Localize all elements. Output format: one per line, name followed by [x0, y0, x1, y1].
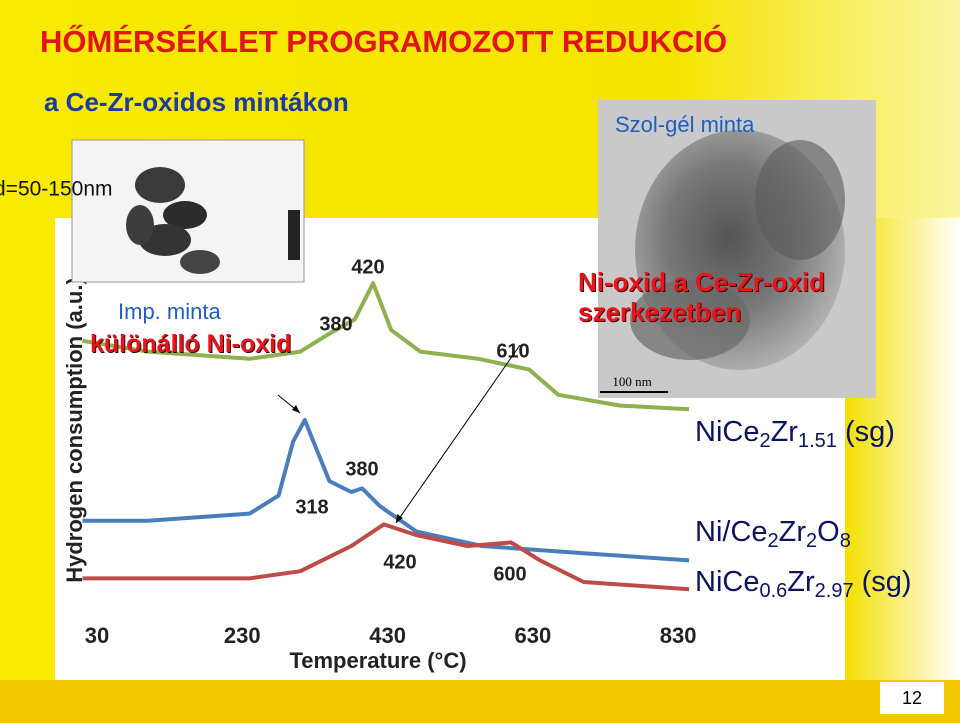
imp-note-box: különálló Ni-oxid: [90, 330, 292, 358]
x-tick-label: 30: [85, 623, 109, 648]
peak-label: 380: [345, 458, 378, 480]
slide-subtitle: a Ce-Zr-oxidos mintákon: [44, 87, 349, 117]
x-tick-label: 630: [515, 623, 552, 648]
peak-label: 380: [319, 313, 352, 335]
page-number-box: [880, 682, 944, 714]
x-tick-label: 230: [224, 623, 261, 648]
arrowhead: [396, 514, 403, 523]
tem-image-imp: [71, 139, 305, 283]
arrow: [395, 344, 521, 524]
imp-label: Imp. minta: [118, 299, 221, 324]
x-tick-label: 430: [369, 623, 406, 648]
line-series: [82, 281, 690, 412]
page-number: 12: [902, 688, 922, 708]
scale-bar-label: 100 nm: [612, 374, 651, 389]
peak-label: 318: [295, 496, 328, 518]
x-axis-title: Temperature (°C): [289, 648, 466, 673]
sol-gel-note: Ni-oxid a Ce-Zr-oxid szerkezetben: [578, 268, 826, 327]
legend-entry: NiCe0.6Zr2.97 (sg): [695, 566, 912, 603]
y-axis-title: Hydrogen consumption (a.u.): [62, 277, 87, 583]
sol-gel-label: Szol-gél minta: [615, 112, 755, 137]
chart: 30 230 430 630 830 Temperature (°C) Hydrogen c…: [62, 256, 697, 673]
slide-title: HŐMÉRSÉKLET PROGRAMOZOTT REDUKCIÓ: [40, 23, 727, 59]
peak-label: 610: [496, 340, 529, 362]
line-series: [82, 418, 690, 563]
peak-label: 420: [383, 551, 416, 573]
legend-entry: Ni/Ce2Zr2O8: [695, 516, 851, 553]
peak-label: 420: [351, 256, 384, 278]
imp-note: különálló Ni-oxid: [90, 330, 292, 358]
tem-image-solgel: [598, 100, 876, 398]
x-tick-label: 830: [660, 623, 697, 648]
particle-size: d=50-150nm: [0, 178, 113, 201]
legend-entry: NiCe2Zr1.51 (sg): [695, 416, 895, 453]
arrowhead: [292, 405, 300, 413]
line-series: [82, 522, 690, 592]
peak-label: 600: [493, 563, 526, 585]
sol-gel-note-box: Ni-oxid a Ce-Zr-oxid szerkezetben: [578, 268, 826, 327]
footer-strip: [0, 680, 960, 723]
